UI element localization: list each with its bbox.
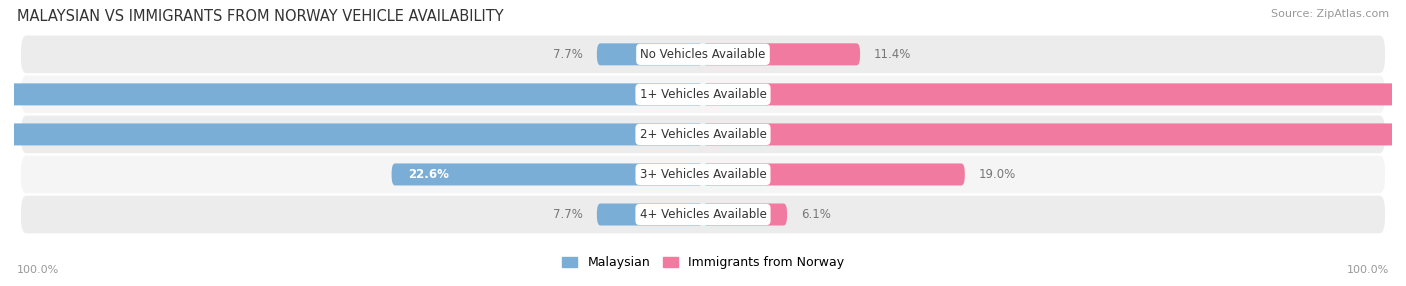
FancyBboxPatch shape <box>21 35 1385 73</box>
FancyBboxPatch shape <box>21 116 1385 153</box>
Text: 54.4%: 54.4% <box>1395 128 1406 141</box>
FancyBboxPatch shape <box>392 163 703 186</box>
Text: 6.1%: 6.1% <box>801 208 831 221</box>
Text: 11.4%: 11.4% <box>875 48 911 61</box>
FancyBboxPatch shape <box>703 84 1406 105</box>
Text: 2+ Vehicles Available: 2+ Vehicles Available <box>640 128 766 141</box>
FancyBboxPatch shape <box>0 84 703 105</box>
Text: 100.0%: 100.0% <box>17 265 59 275</box>
FancyBboxPatch shape <box>703 124 1406 146</box>
FancyBboxPatch shape <box>21 76 1385 113</box>
FancyBboxPatch shape <box>703 43 860 65</box>
Text: 100.0%: 100.0% <box>1347 265 1389 275</box>
Text: 22.6%: 22.6% <box>408 168 449 181</box>
Text: 1+ Vehicles Available: 1+ Vehicles Available <box>640 88 766 101</box>
Text: Source: ZipAtlas.com: Source: ZipAtlas.com <box>1271 9 1389 19</box>
Text: 7.7%: 7.7% <box>553 208 583 221</box>
FancyBboxPatch shape <box>0 124 703 146</box>
Text: 3+ Vehicles Available: 3+ Vehicles Available <box>640 168 766 181</box>
Text: 19.0%: 19.0% <box>979 168 1015 181</box>
FancyBboxPatch shape <box>21 196 1385 233</box>
Text: No Vehicles Available: No Vehicles Available <box>640 48 766 61</box>
Text: 4+ Vehicles Available: 4+ Vehicles Available <box>640 208 766 221</box>
Text: 7.7%: 7.7% <box>553 48 583 61</box>
FancyBboxPatch shape <box>703 203 787 225</box>
FancyBboxPatch shape <box>598 203 703 225</box>
Legend: Malaysian, Immigrants from Norway: Malaysian, Immigrants from Norway <box>557 251 849 274</box>
FancyBboxPatch shape <box>21 156 1385 193</box>
FancyBboxPatch shape <box>703 163 965 186</box>
FancyBboxPatch shape <box>598 43 703 65</box>
Text: MALAYSIAN VS IMMIGRANTS FROM NORWAY VEHICLE AVAILABILITY: MALAYSIAN VS IMMIGRANTS FROM NORWAY VEHI… <box>17 9 503 23</box>
